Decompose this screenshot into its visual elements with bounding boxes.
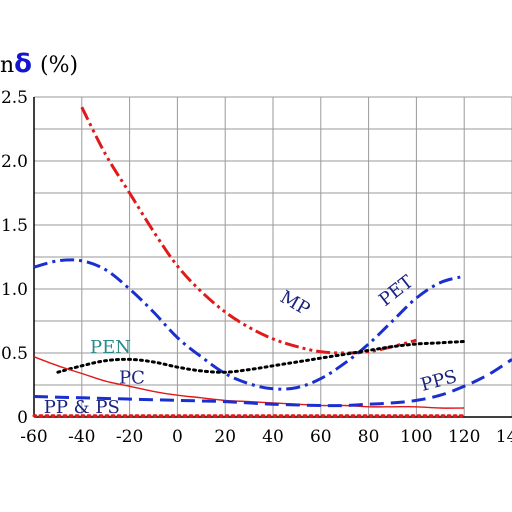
series-line-mp <box>80 106 417 355</box>
y-axis-title-suffix: (%) <box>40 53 78 78</box>
y-tick-label: 1.5 <box>1 216 28 236</box>
y-tick-label: 0.5 <box>1 344 28 364</box>
x-tick-label: 80 <box>358 427 380 447</box>
series-line-pet <box>33 258 465 391</box>
x-tick-label: 60 <box>310 427 332 447</box>
series-label-mp: MP <box>276 287 313 320</box>
series-label-pet: PET <box>375 271 417 310</box>
series-lines <box>32 106 512 418</box>
x-tick-label: -20 <box>116 427 143 447</box>
y-axis-title-symbol: δ <box>14 49 32 79</box>
series-label-pen: PEN <box>90 337 131 358</box>
x-tick-label: 100 <box>400 427 432 447</box>
series-label-pp-ps: PP & PS <box>44 397 120 418</box>
series-label-pc: PC <box>119 368 145 389</box>
tick-labels: -60 -40 -20 0 20 40 60 80 100 120 140 0 0.5 1.0 1.5 2.0… <box>1 88 512 447</box>
y-axis-title: nδ (%) <box>0 49 78 79</box>
y-tick-label: 2.0 <box>1 152 28 172</box>
y-axis-title-prefix: n <box>0 53 14 78</box>
y-tick-label: 0 <box>17 408 28 428</box>
x-tick-label: -40 <box>68 427 95 447</box>
x-tick-label: 40 <box>262 427 284 447</box>
y-tick-label: 2.5 <box>1 88 28 108</box>
series-line-pps <box>33 358 512 408</box>
x-tick-label: -60 <box>20 427 47 447</box>
x-tick-label: 140 <box>496 427 512 447</box>
x-tick-label: 120 <box>448 427 480 447</box>
x-tick-label: 0 <box>172 427 183 447</box>
series-line-pen <box>56 340 466 374</box>
x-tick-label: 20 <box>214 427 236 447</box>
y-tick-label: 1.0 <box>1 280 28 300</box>
